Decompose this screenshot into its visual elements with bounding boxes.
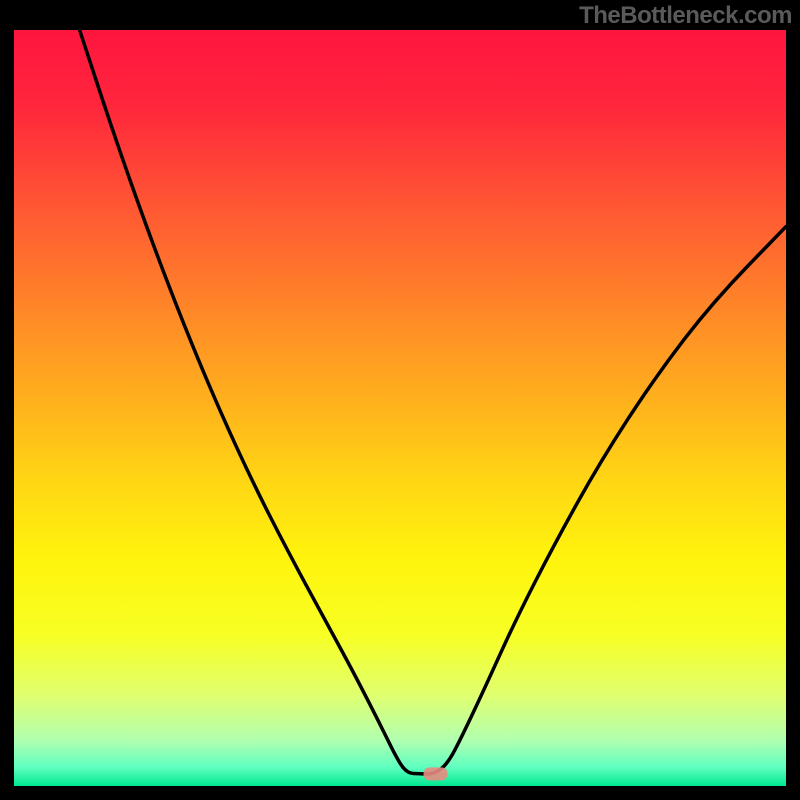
gradient-background [14, 30, 786, 786]
watermark-text: TheBottleneck.com [579, 2, 792, 30]
chart-container: TheBottleneck.com [0, 0, 800, 800]
optimal-marker [424, 767, 448, 780]
bottleneck-chart [0, 0, 800, 800]
